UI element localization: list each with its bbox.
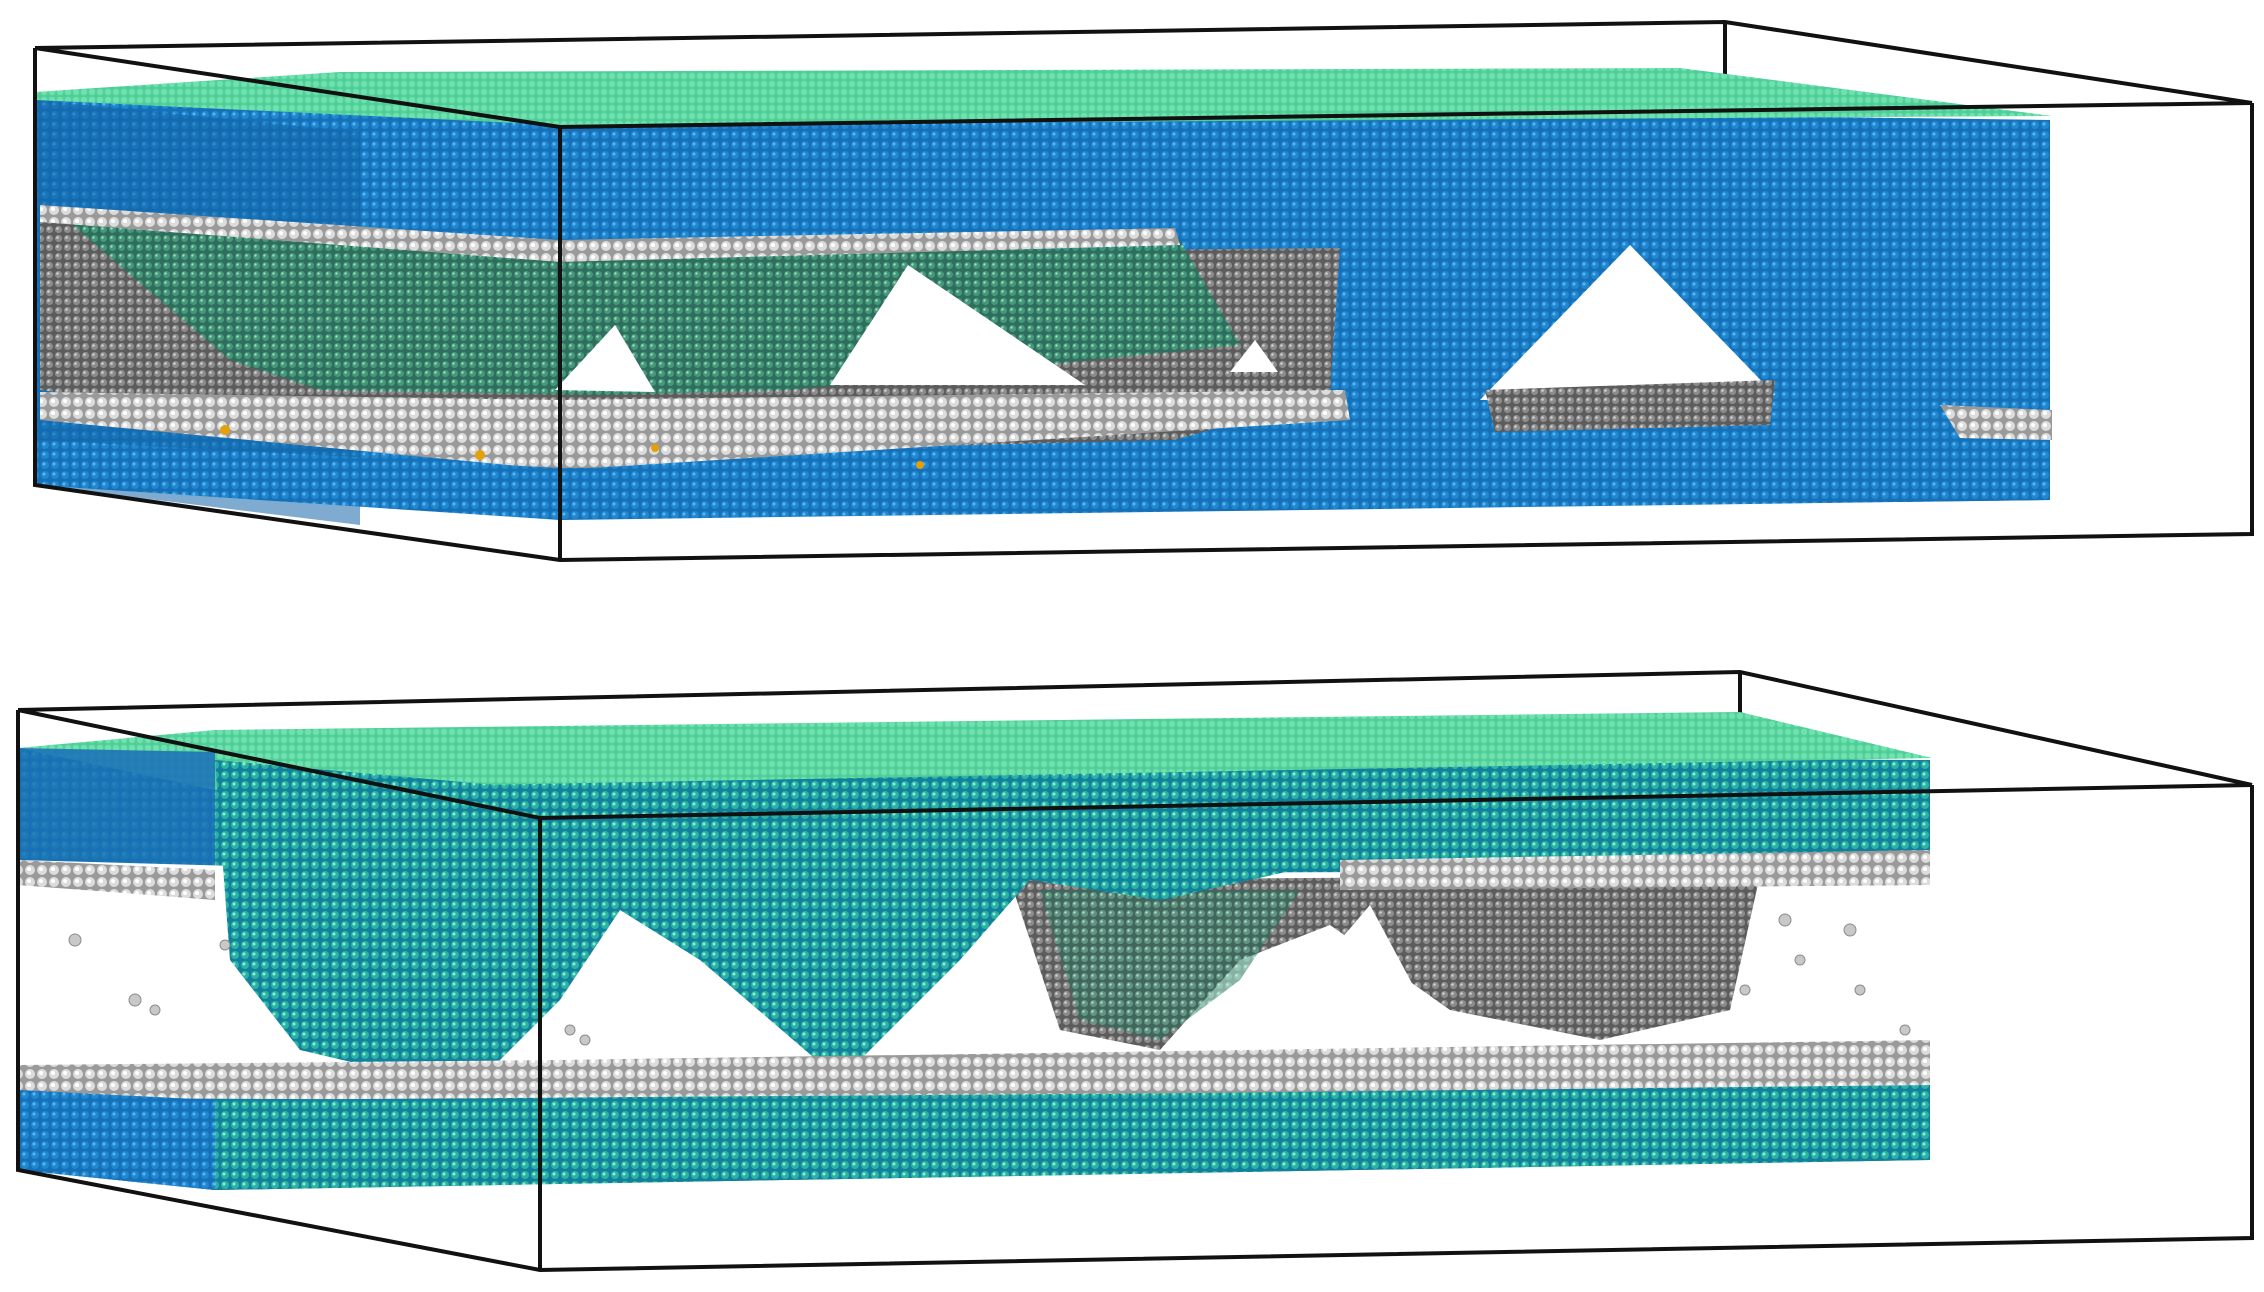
top-defects — [220, 425, 924, 469]
top-void-center — [830, 265, 1085, 385]
top-void-right-floor — [1485, 380, 1775, 432]
bottom-lower-left-face — [18, 1090, 215, 1190]
top-box-front-edges — [33, 46, 2254, 563]
bottom-lower-layer — [215, 1088, 1930, 1190]
bottom-loose-atoms — [68, 913, 1911, 1046]
bottom-simulation-panel — [16, 669, 2254, 1273]
bottom-void-center — [1255, 905, 1445, 1045]
bottom-slab-upper-surface — [18, 712, 1932, 790]
bottom-grey-cone-green — [1040, 890, 1300, 1040]
top-simulation-panel — [33, 19, 2254, 563]
bottom-teal-cone — [215, 760, 1340, 1090]
top-void-small — [1230, 340, 1278, 372]
top-surface-atoms — [40, 205, 2052, 470]
bottom-surface-atoms — [18, 850, 1930, 1100]
top-void-left — [555, 325, 655, 392]
top-void-right — [1480, 245, 1775, 400]
top-slab-upper-surface — [35, 68, 2052, 125]
top-lower-layer — [35, 440, 2050, 520]
bottom-box-front-edges — [16, 708, 2254, 1273]
